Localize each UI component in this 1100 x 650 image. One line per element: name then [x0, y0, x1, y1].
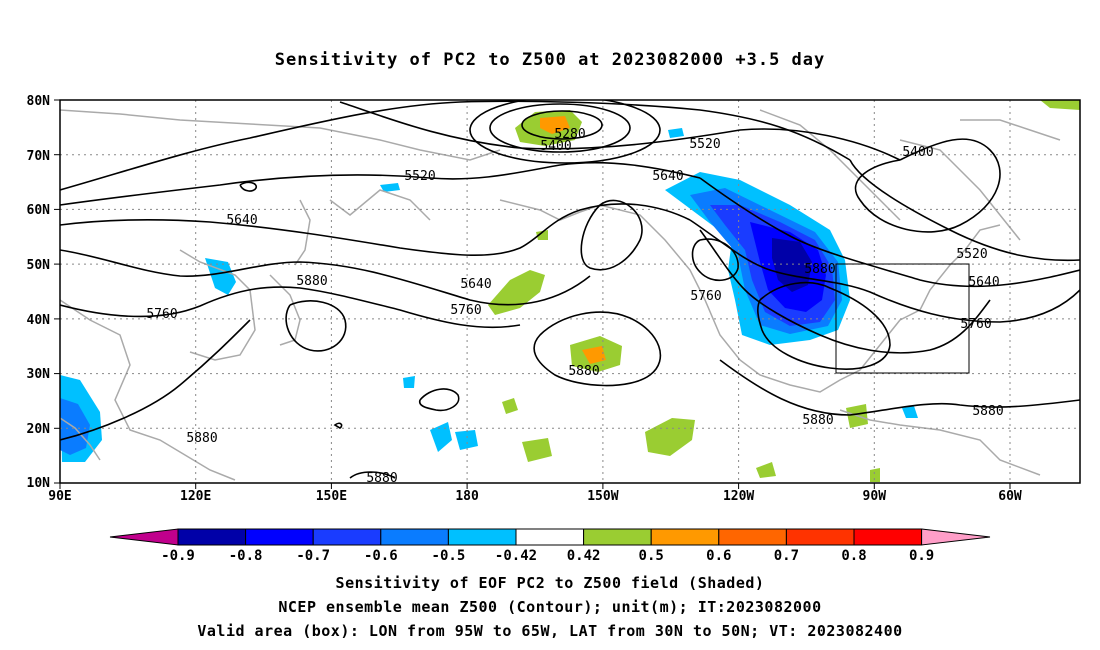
y-tick-label: 30N: [27, 367, 51, 382]
colorbar-bin: [177, 528, 247, 546]
contour-label: 5880: [568, 364, 599, 379]
contour-label: 5880: [802, 413, 833, 428]
contour-label: 5880: [186, 431, 217, 446]
colorbar-label: 0.7: [774, 548, 799, 564]
positive-shading-hawaii: [645, 418, 695, 456]
graticule: [60, 100, 1080, 483]
x-tick-label: 90E: [48, 489, 71, 504]
x-tick-label: 150W: [587, 489, 618, 504]
contour-label: 5520: [689, 137, 720, 152]
contour-label: 5640: [968, 275, 999, 290]
colorbar-bin: [312, 528, 382, 546]
y-tick-label: 40N: [27, 313, 51, 328]
contour-labels: 5280 5400 5520 5520 5640 5400 5520 5640 …: [146, 127, 1003, 486]
x-tick-label: 150E: [316, 489, 347, 504]
colorbar-high-end: [921, 528, 991, 546]
colorbar-bin: [245, 528, 314, 546]
contour-label: 5640: [460, 277, 491, 292]
y-axis-labels: 80N 70N 60N 50N 40N 30N 20N 10N: [27, 94, 51, 491]
map-area: 5280 5400 5520 5520 5640 5400 5520 5640 …: [60, 100, 1080, 486]
contour-label: 5760: [450, 303, 481, 318]
colorbar-label: 0.42: [567, 548, 601, 564]
contour-label: 5640: [226, 213, 257, 228]
colorbar-label: -0.7: [296, 548, 330, 564]
colorbar-bin: [650, 528, 720, 546]
z500-contours: [60, 100, 1080, 479]
colorbar-bin: [447, 528, 517, 546]
valid-area-box: [835, 263, 970, 374]
colorbar-low-end: [109, 528, 179, 546]
y-axis: [54, 99, 60, 484]
y-tick-label: 80N: [27, 94, 51, 109]
colorbar-bin: [718, 528, 787, 546]
colorbar-bin: [515, 528, 585, 546]
x-tick-label: 120E: [180, 489, 211, 504]
contour-label: 5880: [296, 274, 327, 289]
contour-label: 5880: [366, 471, 397, 486]
y-tick-label: 20N: [27, 422, 51, 437]
contour-label: 5880: [972, 404, 1003, 419]
contour-label: 5760: [146, 307, 177, 322]
x-tick-label: 180: [455, 489, 479, 504]
colorbar-bin: [785, 528, 855, 546]
y-tick-label: 10N: [27, 476, 51, 491]
x-axis: [59, 483, 1011, 489]
x-tick-label: 60W: [998, 489, 1022, 504]
colorbar-label: 0.6: [706, 548, 731, 564]
x-axis-labels: 90E 120E 150E 180 150W 120W 90W 60W: [48, 489, 1022, 504]
caption-line-2: NCEP ensemble mean Z500 (Contour); unit(…: [278, 598, 822, 616]
contour-label: 5640: [652, 169, 683, 184]
map-frame: [59, 99, 1081, 484]
x-tick-label: 120W: [723, 489, 754, 504]
colorbar-label: 0.8: [841, 548, 866, 564]
colorbar-label: -0.8: [229, 548, 263, 564]
colorbar-label: -0.9: [161, 548, 195, 564]
caption-line-3: Valid area (box): LON from 95W to 65W, L…: [197, 622, 903, 640]
colorbar-bin: [380, 528, 449, 546]
contour-label: 5280: [554, 127, 585, 142]
contour-label: 5760: [960, 317, 991, 332]
colorbar-bin: [583, 528, 652, 546]
caption-line-1: Sensitivity of EOF PC2 to Z500 field (Sh…: [335, 574, 765, 592]
colorbar-label: 0.5: [639, 548, 664, 564]
contour-label: 5760: [690, 289, 721, 304]
figure-title: Sensitivity of PC2 to Z500 at 2023082000…: [274, 50, 826, 70]
y-tick-label: 50N: [27, 258, 51, 273]
colorbar: [109, 528, 991, 546]
positive-shading-dateline: [488, 270, 545, 315]
colorbar-label: -0.6: [364, 548, 398, 564]
contour-label: 5520: [404, 169, 435, 184]
colorbar-label: -0.5: [432, 548, 466, 564]
contour-label: 5400: [902, 145, 933, 160]
positive-shading-arctic-core: [540, 116, 570, 134]
coastlines: [60, 109, 1061, 481]
colorbar-label: -0.42: [495, 548, 537, 564]
negative-shading-west-pacific-core: [60, 398, 90, 455]
colorbar-bin: [853, 528, 923, 546]
y-tick-label: 70N: [27, 149, 51, 164]
x-tick-label: 90W: [863, 489, 887, 504]
colorbar-labels: -0.9 -0.8 -0.7 -0.6 -0.5 -0.42 0.42 0.5 …: [161, 548, 934, 564]
contour-label: 5520: [956, 247, 987, 262]
colorbar-label: 0.9: [909, 548, 934, 564]
negative-shading-deepest: [772, 238, 812, 292]
contour-label: 5880: [804, 262, 835, 277]
contour-label: 5400: [540, 139, 571, 154]
positive-shading-subtropics-core: [582, 346, 606, 364]
y-tick-label: 60N: [27, 203, 51, 218]
